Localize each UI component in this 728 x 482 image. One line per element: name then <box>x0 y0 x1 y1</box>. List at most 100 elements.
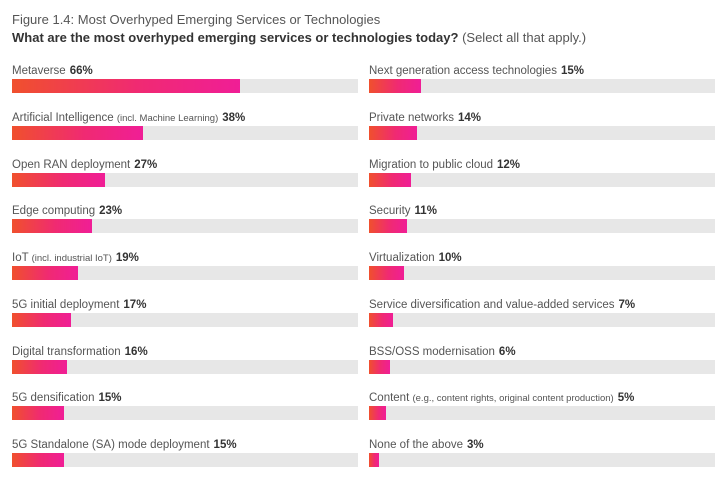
bar <box>369 172 411 187</box>
bar-label: Next generation access technologies 15% <box>369 63 715 79</box>
bar-label: Edge computing 23% <box>12 203 358 219</box>
data-label: 11% <box>414 205 437 218</box>
bar-item: Private networks 14% <box>369 110 715 157</box>
bar-item: IoT (incl. industrial IoT) 19% <box>12 250 358 297</box>
bar <box>12 453 64 467</box>
bar-item: BSS/OSS modernisation 6% <box>369 344 715 391</box>
figure-title: Figure 1.4: Most Overhyped Emerging Serv… <box>12 12 381 27</box>
category-label: Migration to public cloud <box>369 158 494 171</box>
bar-item: Edge computing 23% <box>12 203 358 250</box>
bar <box>12 79 241 93</box>
data-label: 10% <box>438 252 462 264</box>
bar-label: Digital transformation 16% <box>12 344 358 360</box>
bar-item: Content (e.g., content rights, original … <box>369 390 715 437</box>
bar-label: Artificial Intelligence (incl. Machine L… <box>12 110 358 126</box>
bar-label: Private networks 14% <box>369 110 715 126</box>
bar-track <box>12 125 358 140</box>
bar <box>12 219 92 234</box>
bar-track <box>369 359 715 374</box>
bar-track <box>369 172 715 187</box>
bar-label: 5G Standalone (SA) mode deployment 15% <box>12 437 358 453</box>
bar-track <box>369 312 715 327</box>
bar-track <box>369 406 715 421</box>
bar <box>369 359 390 374</box>
category-label: Open RAN deployment <box>12 158 131 171</box>
data-label: 27% <box>134 158 158 171</box>
category-label: Metaverse <box>12 65 66 77</box>
bar-track <box>12 79 358 93</box>
bar-item: Migration to public cloud 12% <box>369 157 715 204</box>
bar-item: 5G Standalone (SA) mode deployment 15% <box>12 437 358 482</box>
question-text: What are the most overhyped emerging ser… <box>12 30 459 45</box>
bar-track <box>369 79 715 93</box>
category-note: (incl. Machine Learning) <box>116 112 219 124</box>
category-label: 5G Standalone (SA) mode deployment <box>12 439 210 451</box>
category-label: None of the above <box>369 439 463 451</box>
bar-track <box>369 266 715 280</box>
bar-label: Metaverse 66% <box>12 63 358 79</box>
category-label: Service diversification and value-added … <box>369 298 615 311</box>
data-label: 6% <box>498 345 516 358</box>
bar <box>369 406 387 421</box>
chart-column-right: Next generation access technologies 15% Pr… <box>369 63 715 482</box>
bar-track <box>12 359 358 374</box>
data-label: 15% <box>213 439 237 451</box>
bar <box>12 125 144 140</box>
category-label: Private networks <box>369 111 455 124</box>
bar-label: Content (e.g., content rights, original … <box>369 390 715 406</box>
bar-track <box>12 266 358 280</box>
data-label: 19% <box>115 252 139 264</box>
question-note: (Select all that apply.) <box>462 30 587 45</box>
data-label: 14% <box>458 111 482 124</box>
category-label: Virtualization <box>369 252 435 264</box>
bar <box>369 453 380 467</box>
chart-question: What are the most overhyped emerging ser… <box>12 30 586 45</box>
bar-track <box>369 125 715 140</box>
bar-item: Security 11% <box>369 203 715 250</box>
bar-item: Next generation access technologies 15% <box>369 63 715 110</box>
data-label: 38% <box>222 111 246 124</box>
category-label: 5G initial deployment <box>12 298 120 311</box>
bar-track <box>12 406 358 421</box>
category-label: BSS/OSS modernisation <box>369 345 495 358</box>
category-label: IoT <box>12 252 29 264</box>
bar <box>12 312 71 327</box>
bar <box>12 266 78 280</box>
bar-item: None of the above 3% <box>369 437 715 482</box>
bar-label: Service diversification and value-added … <box>369 297 715 313</box>
data-label: 66% <box>69 65 93 77</box>
category-note: (incl. industrial IoT) <box>31 253 112 264</box>
category-label: Content <box>369 392 410 405</box>
bar <box>369 266 404 280</box>
bar-item: Artificial Intelligence (incl. Machine L… <box>12 110 358 157</box>
data-label: 23% <box>99 205 123 218</box>
category-label: Edge computing <box>12 205 96 218</box>
bar-label: Migration to public cloud 12% <box>369 157 715 173</box>
chart-column-left: Metaverse 66% Artificial Intelligence (inc… <box>12 63 358 482</box>
bar-track <box>12 219 358 234</box>
data-label: 15% <box>98 392 122 405</box>
bar <box>12 359 68 374</box>
bar <box>12 172 106 187</box>
bar <box>369 79 421 93</box>
bar-track <box>12 453 358 467</box>
bar-label: Security 11% <box>369 203 715 219</box>
bar-item: Digital transformation 16% <box>12 344 358 391</box>
category-note: (e.g., content rights, original content … <box>412 393 614 405</box>
bar <box>369 125 418 140</box>
data-label: 15% <box>560 65 584 77</box>
bar-item: Metaverse 66% <box>12 63 358 110</box>
category-label: Digital transformation <box>12 345 121 358</box>
bar-label: 5G densification 15% <box>12 390 358 406</box>
data-label: 12% <box>497 158 521 171</box>
bar-label: Open RAN deployment 27% <box>12 157 358 173</box>
data-label: 17% <box>123 298 147 311</box>
category-label: 5G densification <box>12 392 95 405</box>
bar <box>369 312 394 327</box>
bar-label: Virtualization 10% <box>369 250 715 266</box>
data-label: 5% <box>617 392 635 405</box>
bar-label: None of the above 3% <box>369 437 715 453</box>
data-label: 7% <box>618 298 636 311</box>
bar-track <box>12 312 358 327</box>
category-label: Next generation access technologies <box>369 65 557 77</box>
